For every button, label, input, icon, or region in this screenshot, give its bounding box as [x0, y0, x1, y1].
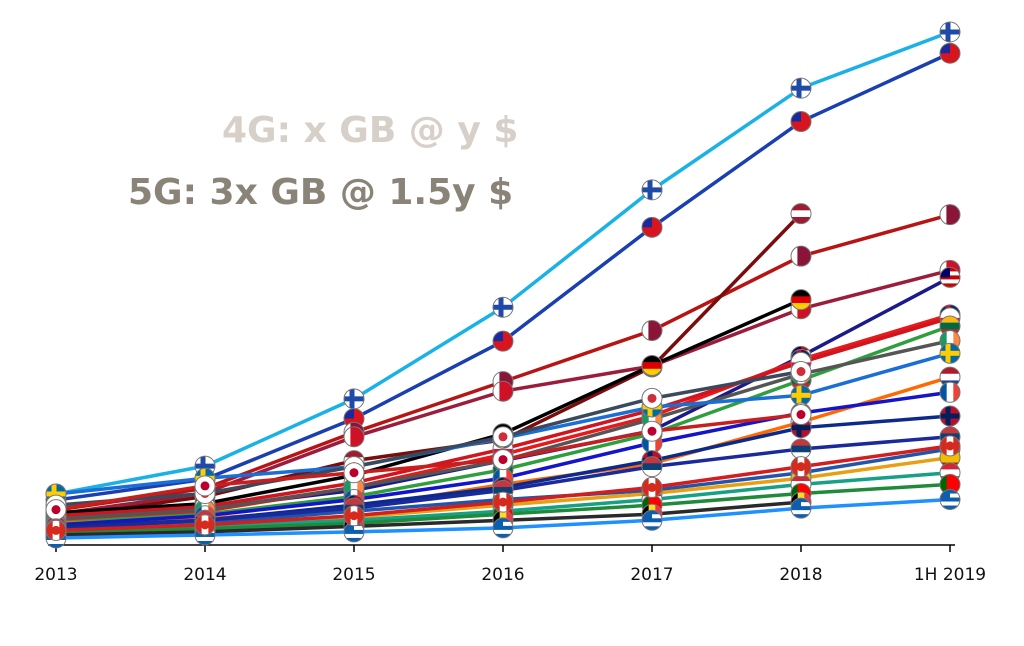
data-point-canada-flag-icon: [492, 491, 514, 513]
data-point-norway-flag-icon: [939, 405, 961, 427]
data-point-finland-flag-icon: [343, 388, 365, 410]
x-tick-label: 2014: [183, 565, 226, 585]
data-point-japan-flag-icon: [45, 499, 67, 521]
data-point-sweden-flag-icon: [790, 384, 812, 406]
data-point-south-korea-flag-icon: [492, 426, 514, 448]
data-point-japan-flag-icon: [641, 420, 663, 442]
data-point-canada-flag-icon: [194, 514, 216, 536]
data-point-canada-flag-icon: [45, 519, 67, 541]
series-line-belgium: [55, 500, 802, 537]
data-point-qatar-flag-icon: [790, 245, 812, 267]
headline-4g: 4G: x GB @ y $: [222, 110, 519, 151]
data-point-finland-flag-icon: [939, 21, 961, 43]
data-point-japan-flag-icon: [790, 404, 812, 426]
data-point-canada-flag-icon: [790, 456, 812, 478]
data-point-taiwan-flag-icon: [641, 216, 663, 238]
data-point-greece-flag-icon: [492, 517, 514, 539]
data-point-sweden-flag-icon: [939, 342, 961, 364]
data-point-taiwan-flag-icon: [939, 42, 961, 64]
data-point-malaysia-flag-icon: [939, 266, 961, 288]
data-point-bahrain-flag-icon: [492, 380, 514, 402]
series-line-japan: [55, 412, 802, 512]
data-point-france-flag-icon: [939, 381, 961, 403]
data-point-taiwan-flag-icon: [492, 330, 514, 352]
x-tick-label: 2018: [779, 565, 822, 585]
headline-5g: 5G: 3x GB @ 1.5y $: [128, 172, 514, 213]
data-point-bahrain-flag-icon: [343, 426, 365, 448]
data-point-japan-flag-icon: [194, 475, 216, 497]
data-point-canada-flag-icon: [641, 476, 663, 498]
x-axis-ticks: 2013 2014 2015 2016 2017 2018 1H 2019: [34, 545, 986, 585]
data-point-serbia-flag-icon: [641, 456, 663, 478]
data-point-germany-flag-icon: [641, 354, 663, 376]
data-point-germany-flag-icon: [790, 289, 812, 311]
data-point-greece-flag-icon: [939, 489, 961, 511]
x-tick-label: 2017: [630, 565, 673, 585]
data-point-japan-flag-icon: [343, 462, 365, 484]
data-point-greece-flag-icon: [790, 497, 812, 519]
x-tick-label: 2015: [332, 565, 375, 585]
marker-layer: [45, 21, 961, 549]
x-tick-label: 2013: [34, 565, 77, 585]
series-line-germany: [55, 298, 802, 515]
x-tick-label: 1H 2019: [914, 565, 986, 585]
data-point-canada-flag-icon: [939, 435, 961, 457]
series-line-south-korea: [55, 369, 802, 507]
data-point-japan-flag-icon: [492, 449, 514, 471]
data-point-finland-flag-icon: [641, 179, 663, 201]
x-tick-label: 2016: [481, 565, 524, 585]
data-point-south-korea-flag-icon: [641, 387, 663, 409]
data-point-south-korea-flag-icon: [790, 361, 812, 383]
data-point-canada-flag-icon: [343, 505, 365, 527]
data-point-finland-flag-icon: [790, 77, 812, 99]
data-point-finland-flag-icon: [492, 296, 514, 318]
data-point-greece-flag-icon: [641, 509, 663, 531]
data-point-latvia-flag-icon: [790, 203, 812, 225]
data-point-qatar-flag-icon: [641, 320, 663, 342]
data-point-qatar-flag-icon: [939, 204, 961, 226]
data-point-taiwan-flag-icon: [790, 111, 812, 133]
